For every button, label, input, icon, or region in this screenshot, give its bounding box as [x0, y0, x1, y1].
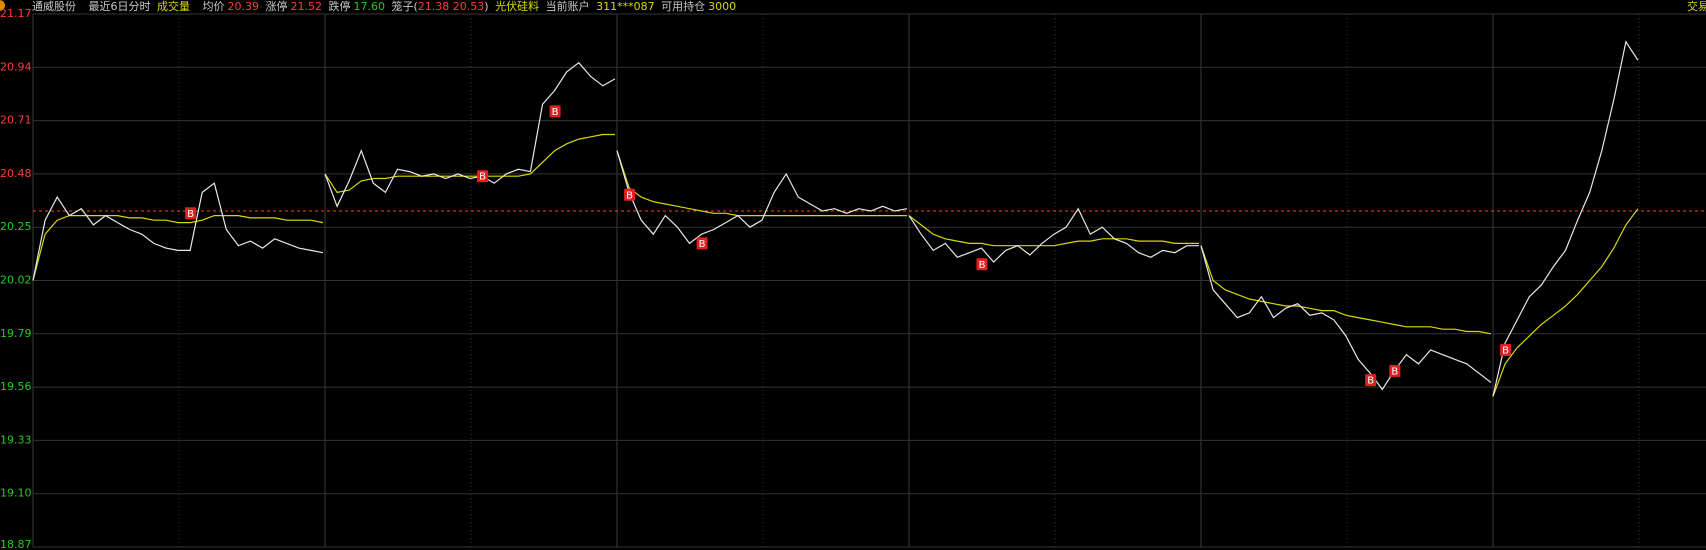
avg-line [32, 215, 324, 281]
price-line [1200, 245, 1492, 391]
buy-marker [624, 188, 636, 201]
header: 通威股份 最近6日分时 成交量 均价 20.39 涨停 21.52 跌停 17.60 … [0, 0, 1706, 14]
buy-marker-label: B [626, 190, 633, 201]
price-line [908, 207, 1199, 263]
position-label: 可用持仓 [661, 0, 706, 13]
sector: 光伏硅料 [495, 0, 540, 13]
buy-marker [1365, 374, 1377, 387]
y-tick-label: 20.71 [0, 114, 32, 127]
buy-marker-label: B [552, 107, 559, 118]
cage-value: 21.38 20.53 [417, 0, 485, 13]
y-tick-label: 20.25 [0, 220, 32, 233]
avg-line [616, 150, 907, 217]
y-tick-label: 18.87 [0, 538, 32, 550]
y-tick-label: 19.10 [0, 487, 32, 500]
price-line [32, 182, 324, 281]
y-tick-label: 21.17 [0, 7, 32, 20]
price-line [616, 150, 908, 245]
period: 最近6日分时 [88, 0, 151, 13]
buy-marker [976, 258, 988, 271]
y-tick-label: 19.79 [0, 327, 32, 340]
cage-label: 笼子( [391, 0, 418, 13]
y-tick-label: 19.56 [0, 380, 32, 393]
buy-marker [1389, 364, 1401, 377]
avg-line [324, 133, 615, 194]
limit-down-label: 跌停 [328, 0, 351, 13]
account-label: 当前账户 [545, 0, 590, 13]
account-value: 311***087 [596, 0, 655, 13]
limit-up-label: 涨停 [265, 0, 288, 13]
trade-button[interactable]: 交易 [1687, 0, 1706, 13]
cage-close: ) [484, 0, 489, 13]
y-tick-label: 20.02 [0, 274, 32, 287]
buy-marker [477, 170, 489, 183]
buy-marker [1500, 344, 1512, 357]
price-line [324, 61, 616, 208]
avg-value: 20.39 [227, 0, 260, 13]
position-value: 3000 [708, 0, 737, 13]
buy-marker-label: B [1367, 376, 1374, 387]
buy-marker-label: B [1391, 366, 1398, 377]
price-line [1492, 40, 1639, 397]
y-tick-label: 19.33 [0, 433, 32, 446]
y-tick-label: 20.48 [0, 167, 32, 180]
buy-marker-label: B [979, 260, 986, 271]
buy-marker [185, 207, 197, 220]
buy-marker [696, 237, 708, 250]
limit-down-value: 17.60 [353, 0, 386, 13]
buy-marker-label: B [479, 172, 486, 183]
buy-marker-label: B [699, 239, 706, 250]
stock-name: 通威股份 [32, 0, 76, 13]
buy-marker-label: B [187, 209, 194, 220]
avg-label: 均价 [202, 0, 225, 13]
y-tick-label: 20.94 [0, 60, 32, 73]
limit-up-value: 21.52 [290, 0, 323, 13]
avg-line [908, 215, 1199, 247]
icon [0, 0, 5, 11]
avg-line [1200, 245, 1492, 335]
indicator[interactable]: 成交量 [157, 0, 190, 13]
buy-marker-label: B [1502, 346, 1509, 357]
avg-line [1492, 208, 1639, 397]
buy-marker [549, 105, 561, 118]
